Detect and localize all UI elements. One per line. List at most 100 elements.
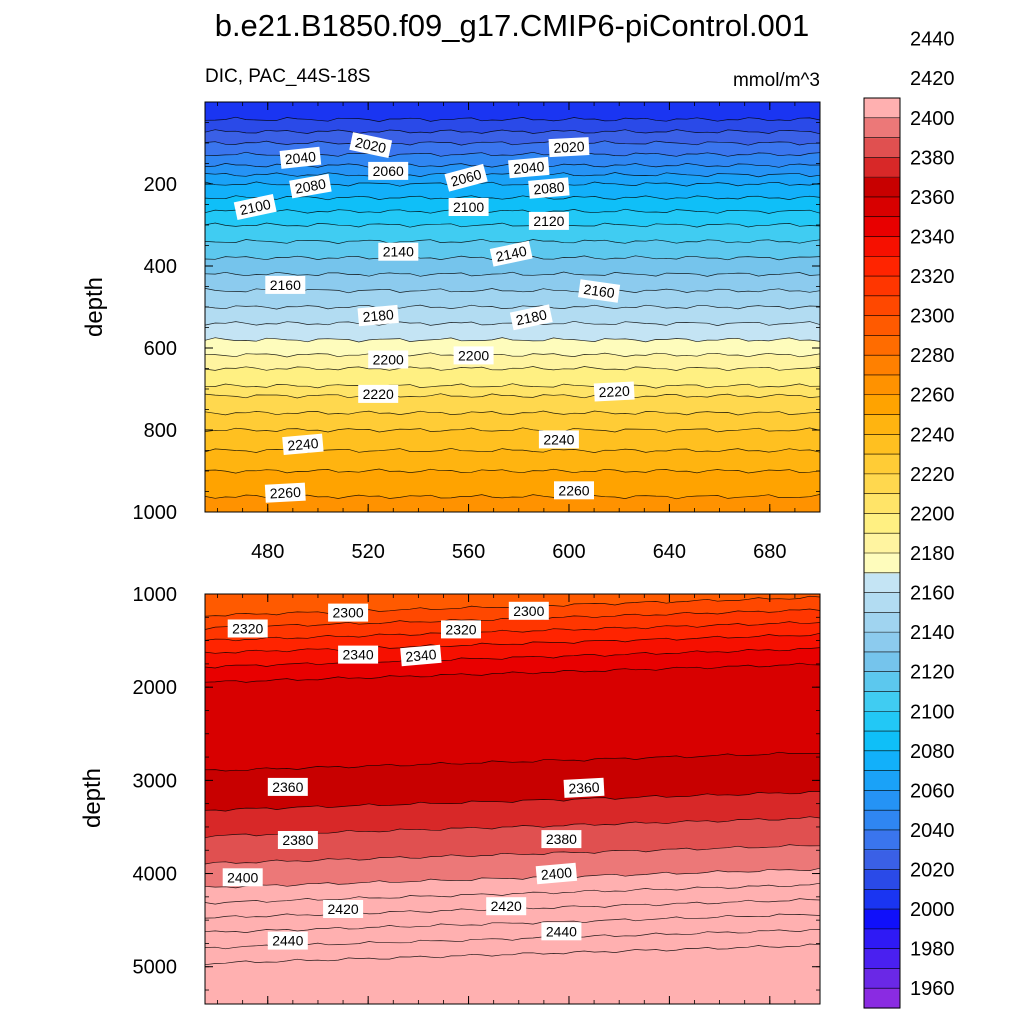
colorbar-swatch	[864, 473, 900, 495]
contour-label-text: 2120	[533, 213, 564, 229]
lower-contour-label: 2340	[338, 645, 379, 664]
contour-label-text: 2240	[287, 435, 320, 454]
lower-ytick-label: 4000	[133, 864, 178, 886]
lower-ytick-label: 2000	[133, 677, 178, 699]
colorbar-swatch	[864, 315, 900, 336]
lower-ytick-label: 1000	[133, 584, 178, 606]
contour-label-box	[357, 304, 399, 327]
contour-label-box	[453, 346, 494, 365]
colorbar-swatch	[864, 612, 900, 633]
contour-label-text: 2160	[583, 281, 616, 301]
upper-band-2260	[205, 494, 820, 512]
upper-contour-line-2150	[205, 304, 820, 310]
upper-contour-line-2100	[205, 222, 820, 228]
contour-label-box	[554, 481, 594, 500]
lower-contour-label: 2400	[222, 868, 263, 887]
contour-label-text: 2080	[533, 179, 566, 198]
colorbar-swatch	[864, 790, 900, 811]
upper-xtick-label: 560	[452, 541, 485, 563]
contour-label-box	[486, 897, 527, 916]
lower-contour-line-2430	[205, 913, 820, 933]
contour-label-text: 2160	[270, 277, 301, 293]
lower-contour-label: 2420	[486, 897, 527, 916]
upper-contour-label: 2160	[578, 279, 621, 303]
lower-contour-labels: 2300 2300 2320 2320 2340 2340 2360 2360 2380 2380…	[222, 601, 605, 950]
colorbar-swatch	[864, 276, 900, 297]
upper-contour-line-2030	[205, 140, 820, 146]
lower-contour-line-2370	[205, 791, 820, 812]
colorbar-swatch	[864, 177, 900, 198]
colorbar-tick-label: 2160	[910, 583, 955, 605]
upper-contour-label: 2220	[358, 384, 399, 403]
colorbar-swatch	[864, 157, 900, 178]
colorbar-tick-label: 2180	[910, 543, 955, 565]
lower-contour-label: 2400	[535, 862, 578, 885]
upper-contour-label: 2240	[282, 433, 324, 456]
contour-label-box	[227, 619, 268, 638]
colorbar-swatch	[864, 335, 900, 356]
colorbar-tick-label: 2340	[910, 227, 955, 249]
upper-contour-label: 2060	[444, 163, 488, 192]
lower-contour-label: 2320	[227, 619, 268, 638]
contour-label-text: 2320	[445, 621, 476, 637]
contour-label-box	[328, 603, 369, 622]
contour-label-text: 2180	[514, 306, 548, 328]
colorbar-tick-label: 2440	[910, 29, 955, 51]
upper-contour-label: 2260	[554, 481, 594, 500]
upper-contour-label: 2060	[368, 161, 409, 180]
contour-label-box	[509, 304, 553, 331]
upper-xtick-label: 520	[351, 541, 384, 563]
upper-contour-line-2260	[205, 494, 820, 500]
upper-contour-line-2010	[205, 116, 820, 122]
upper-contour-label: 2260	[264, 482, 306, 503]
lower-contour-label: 2340	[400, 644, 442, 667]
contour-label-box	[508, 601, 549, 620]
lower-contour-label: 2380	[277, 831, 318, 849]
contour-label-text: 2340	[343, 647, 374, 663]
contour-label-box	[378, 242, 419, 261]
colorbar-tick-label: 2360	[910, 187, 955, 209]
colorbar-swatch	[864, 691, 900, 712]
upper-contour-line-2250	[205, 468, 820, 474]
upper-contour-label: 2080	[528, 177, 570, 199]
lower-contour-line-2410	[205, 882, 820, 905]
contour-label-box	[538, 430, 579, 449]
lower-ytick-label: 5000	[133, 957, 178, 979]
colorbar-tick-label: 2300	[910, 306, 955, 328]
colorbar-swatch	[864, 948, 900, 970]
lower-contour-line-2390	[205, 844, 820, 865]
lower-contour-label: 2360	[267, 777, 308, 796]
upper-ytick-label: 400	[144, 256, 177, 278]
upper-xtick-label: 480	[251, 541, 284, 563]
lower-band-2450	[205, 944, 820, 1004]
lower-contour-label: 2300	[508, 601, 549, 620]
colorbar-swatch	[864, 256, 900, 277]
upper-contour-labels: 2020 2020 2040 2040 2060 2060 2080 2080 2100 2100…	[233, 132, 635, 503]
upper-axes-ticks: 200 400 600 800 1000 480 520 560 600 640 680	[133, 101, 821, 563]
colorbar-tick-label: 2260	[910, 385, 955, 407]
contour-label-box	[489, 240, 533, 267]
lower-axes-ticks: 1000 2000 3000 4000 5000	[133, 584, 821, 1004]
contour-label-box	[528, 211, 569, 230]
colorbar-swatch	[864, 889, 900, 910]
contour-label-box	[282, 433, 324, 456]
upper-contour-line-2090	[205, 208, 820, 214]
upper-contour-line-2130	[205, 271, 820, 277]
contour-label-text: 2200	[458, 347, 489, 363]
contour-label-box	[279, 146, 322, 169]
colorbar: 1960 1980 2000 2020 2040 2060 2080 2100 2120 2140…	[863, 29, 955, 1009]
lower-contour-line-2400	[205, 867, 820, 889]
upper-xtick-label: 640	[653, 541, 686, 563]
colorbar-swatch	[864, 909, 900, 930]
contour-label-box	[267, 777, 308, 796]
lower-contour-label: 2380	[541, 830, 582, 849]
lower-contour-label: 2320	[441, 620, 481, 639]
colorbar-swatch	[864, 533, 900, 554]
contour-label-box	[528, 177, 570, 199]
upper-contour-line-2210	[205, 393, 820, 399]
lower-contour-label: 2360	[563, 777, 605, 798]
upper-contour-label: 2140	[489, 240, 533, 267]
contour-label-text: 2080	[294, 175, 328, 196]
upper-contour-label: 2040	[279, 146, 322, 169]
